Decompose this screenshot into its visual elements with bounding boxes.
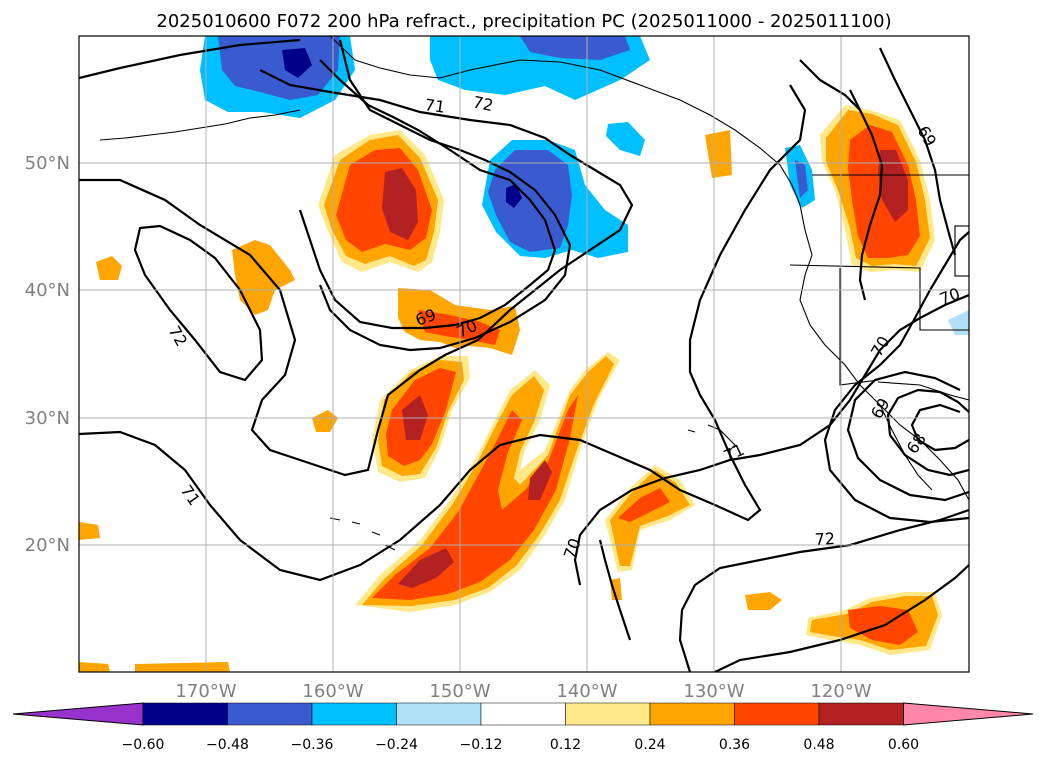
contour-layer (79, 38, 969, 672)
colorbar-segment (649, 702, 735, 726)
hawaii-islands (329, 517, 396, 551)
colorbar-segment (227, 702, 313, 726)
coastline-layer (99, 36, 969, 551)
negative-anomaly-small-1 (606, 122, 645, 156)
colorbar-segment (142, 702, 228, 726)
colorbar-label: −0.12 (460, 737, 503, 753)
coast-alaska (329, 36, 813, 256)
contour-line (886, 388, 969, 477)
border-states (789, 264, 969, 331)
map-panel: 72 71 69 70 72 71 70 72 71 69 70 70 69 6… (78, 35, 970, 673)
lat-tick-label: 40°N (25, 280, 70, 301)
negative-anomaly-center-max (506, 184, 522, 208)
colorbar-segment (311, 702, 397, 726)
lat-axis: 50°N 40°N 30°N 20°N (25, 153, 70, 556)
lon-tick-label: 140°W (556, 681, 617, 702)
contour-line (823, 231, 969, 524)
map-frame (78, 35, 970, 673)
positive-anomaly-small-3 (745, 592, 782, 610)
colorbar-segment (565, 702, 651, 726)
contour-line (849, 89, 884, 301)
lon-axis: 170°W 160°W 150°W 140°W 130°W 120°W (175, 681, 871, 702)
contour-line (879, 47, 957, 256)
colorbar-label: 0.48 (803, 737, 834, 753)
precip-fill-layer (79, 36, 969, 672)
positive-anomaly-north-max (382, 168, 418, 240)
contour-line (298, 59, 557, 330)
colorbar-label: 0.60 (888, 737, 919, 753)
positive-anomaly-pnw-max (878, 150, 908, 222)
positive-anomaly-band-max-2 (528, 460, 552, 500)
negative-anomaly-gulf-core (520, 36, 630, 60)
colorbar-label: 0.36 (719, 737, 750, 753)
positive-anomaly-far-west (96, 256, 122, 280)
positive-anomaly-dot-2 (610, 578, 622, 600)
contour-line (598, 539, 632, 641)
coast-aleutian (99, 109, 301, 141)
colorbar-label: 0.24 (634, 737, 665, 753)
colorbar-segment (480, 702, 566, 726)
border-states-2 (839, 268, 879, 386)
positive-anomaly-band-max-1 (398, 548, 454, 588)
colorbar-extend-high (903, 702, 1034, 726)
contour-line (678, 508, 969, 672)
positive-anomaly-left-edge (79, 522, 100, 540)
colorbar-label: −0.60 (122, 737, 165, 753)
colorbar-segment (734, 702, 820, 726)
positive-anomaly-trade-high (618, 488, 670, 522)
contour-label: 72 (814, 529, 835, 549)
negative-anomaly-small-2 (948, 310, 969, 335)
figure-title: 2025010600 F072 200 hPa refract., precip… (156, 11, 891, 32)
negative-anomaly-aleutian-core (218, 36, 340, 100)
contour-line (846, 370, 969, 502)
negative-anomaly-aleutian-max (282, 48, 312, 78)
colorbar-segment (818, 702, 904, 726)
colorbar-label: −0.24 (375, 737, 418, 753)
contour-line (910, 403, 969, 452)
positive-anomaly-bottom-1 (79, 662, 110, 672)
border-mexico (877, 381, 969, 401)
contour-line (79, 69, 634, 477)
lat-tick-label: 20°N (25, 535, 70, 556)
colorbar-segment (396, 702, 482, 726)
colorbar: −0.60 −0.48 −0.36 −0.24 −0.12 0.12 0.24 … (12, 702, 1034, 753)
contour-line (799, 59, 861, 111)
contour-label: 71 (423, 95, 446, 117)
lon-tick-label: 120°W (810, 681, 871, 702)
contour-label: 72 (471, 92, 495, 115)
lat-tick-label: 50°N (25, 153, 70, 174)
contour-line (318, 39, 572, 352)
colorbar-label: −0.36 (291, 737, 334, 753)
positive-anomaly-band-high (372, 395, 578, 600)
lon-tick-label: 170°W (175, 681, 236, 702)
positive-anomaly-west (232, 240, 295, 315)
colorbar-label: −0.48 (206, 737, 249, 753)
lon-tick-label: 160°W (302, 681, 363, 702)
contour-line (79, 38, 301, 80)
positive-anomaly-trade-mid (610, 470, 690, 566)
colorbar-extend-low (12, 702, 144, 726)
contour-line (714, 564, 969, 672)
contour-line (133, 224, 264, 382)
contour-line (573, 293, 969, 586)
lon-tick-label: 130°W (683, 681, 744, 702)
colorbar-label: 0.12 (550, 737, 581, 753)
lat-tick-label: 30°N (25, 408, 70, 429)
contour-line (79, 84, 807, 582)
negative-anomaly-coast-core (795, 160, 808, 198)
positive-anomaly-small-4 (705, 130, 732, 178)
positive-anomaly-dot-1 (312, 410, 338, 432)
gridlines (79, 36, 969, 672)
lon-tick-label: 150°W (429, 681, 490, 702)
